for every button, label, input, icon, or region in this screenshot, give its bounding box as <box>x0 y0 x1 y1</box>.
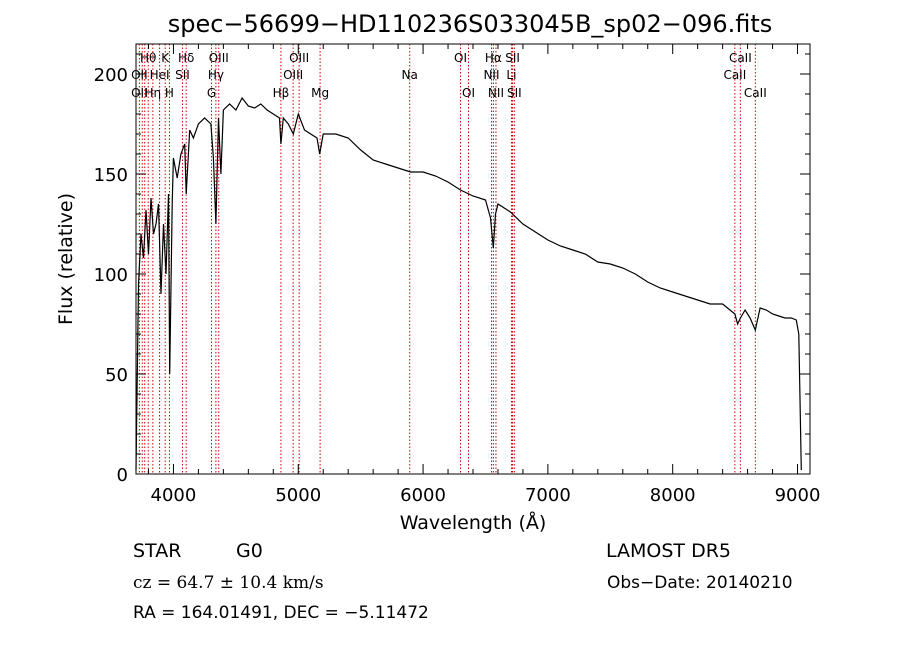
observation-date: Obs−Date: 20140210 <box>607 573 793 593</box>
x-tick-label: 6000 <box>400 485 446 506</box>
spectrum-layer <box>135 96 802 471</box>
line-label: OIII <box>289 51 309 65</box>
line-label: OI <box>462 86 475 100</box>
line-label: OII <box>131 86 148 100</box>
line-label: HeI <box>150 68 170 82</box>
line-label: SII <box>507 86 522 100</box>
line-label: Hα <box>485 51 502 65</box>
x-tick-label: 5000 <box>275 485 321 506</box>
line-label: Na <box>402 68 418 82</box>
line-label: Hθ <box>140 51 156 65</box>
line-label: H <box>165 86 174 100</box>
line-label: Hη <box>145 86 162 100</box>
object-type: STAR <box>133 540 182 562</box>
redshift-velocity: cz = 64.7 ± 10.4 km/s <box>133 573 324 593</box>
y-axis-label: Flux (relative) <box>55 193 77 325</box>
line-label: Mg <box>311 86 329 100</box>
line-label: SII <box>175 68 190 82</box>
y-tick-label: 150 <box>94 165 128 186</box>
x-tick-label: 4000 <box>151 485 197 506</box>
x-axis-ticks: 4000 5000 6000 7000 8000 9000 <box>147 44 821 506</box>
emission-line-markers <box>138 44 756 474</box>
x-tick-label: 8000 <box>650 485 696 506</box>
x-tick-label: 9000 <box>775 485 821 506</box>
line-label: NII <box>488 86 504 100</box>
line-label: NII <box>483 68 499 82</box>
spectrum-line <box>135 96 802 471</box>
line-label: OIII <box>283 68 303 82</box>
line-label: OIII <box>209 51 229 65</box>
line-label: K <box>161 51 170 65</box>
y-tick-label: 0 <box>117 465 128 486</box>
line-label: Hδ <box>178 51 194 65</box>
line-label: Hβ <box>273 86 290 100</box>
y-axis-ticks: 0 50 100 150 200 <box>94 53 810 486</box>
line-label: OI <box>454 51 467 65</box>
spectral-subclass: G0 <box>236 540 263 562</box>
ra-dec: RA = 164.01491, DEC = −5.11472 <box>133 603 429 623</box>
line-label: CaII <box>744 86 767 100</box>
line-label: G <box>207 86 216 100</box>
x-axis-label: Wavelength (Å) <box>400 511 547 534</box>
line-label: CaII <box>729 51 752 65</box>
line-label: Hγ <box>208 68 224 82</box>
y-tick-label: 200 <box>94 65 128 86</box>
line-label: OII <box>131 68 148 82</box>
survey-name: LAMOST DR5 <box>606 540 731 562</box>
y-tick-label: 100 <box>94 265 128 286</box>
y-tick-label: 50 <box>105 365 128 386</box>
line-label: Li <box>506 68 516 82</box>
chart-title: spec−56699−HD110236S033045B_sp02−096.fit… <box>167 10 773 38</box>
line-label: CaII <box>723 68 746 82</box>
x-tick-label: 7000 <box>525 485 571 506</box>
line-label: SII <box>505 51 520 65</box>
